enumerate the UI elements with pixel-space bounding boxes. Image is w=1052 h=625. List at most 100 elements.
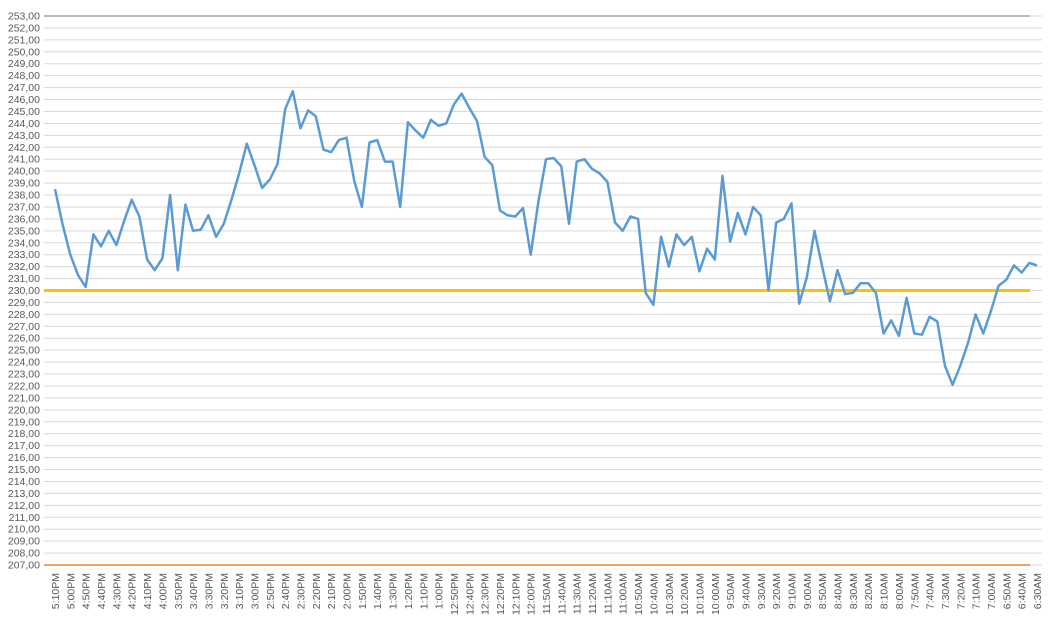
x-tick-label: 11:10AM [602, 573, 614, 614]
x-tick-label: 5:00PM [65, 573, 77, 609]
x-tick-label: 2:40PM [280, 573, 292, 609]
y-tick-label: 214,00 [8, 476, 40, 488]
x-tick-label: 12:00PM [526, 573, 538, 615]
x-tick-label: 10:50AM [633, 573, 645, 615]
x-tick-label: 4:30PM [111, 573, 123, 609]
y-tick-label: 223,00 [8, 369, 40, 381]
x-tick-label: 1:00PM [434, 573, 446, 609]
x-tick-label: 12:30PM [480, 573, 492, 615]
y-tick-label: 225,00 [8, 345, 40, 357]
y-tick-label: 216,00 [8, 452, 40, 464]
x-tick-label: 8:10AM [879, 573, 891, 609]
x-tick-label: 8:40AM [833, 573, 845, 609]
x-tick-label: 6:30AM [1032, 573, 1044, 609]
x-tick-label: 3:10PM [234, 573, 246, 609]
x-tick-label: 8:50AM [817, 573, 829, 609]
x-tick-label: 5:10PM [50, 573, 62, 609]
y-tick-label: 209,00 [8, 536, 40, 548]
x-tick-label: 10:30AM [664, 573, 676, 615]
y-tick-label: 224,00 [8, 357, 40, 369]
y-tick-label: 215,00 [8, 464, 40, 476]
x-tick-label: 2:20PM [311, 573, 323, 609]
x-tick-label: 4:10PM [142, 573, 154, 609]
y-tick-label: 231,00 [8, 273, 40, 285]
x-tick-label: 9:50AM [725, 573, 737, 609]
y-tick-label: 252,00 [8, 22, 40, 34]
x-tick-label: 7:50AM [909, 573, 921, 609]
y-tick-label: 219,00 [8, 416, 40, 428]
y-tick-label: 240,00 [8, 166, 40, 178]
x-tick-label: 4:20PM [127, 573, 139, 609]
x-tick-label: 12:40PM [464, 573, 476, 615]
y-tick-label: 247,00 [8, 82, 40, 94]
x-tick-label: 1:30PM [388, 573, 400, 609]
y-tick-label: 208,00 [8, 548, 40, 560]
x-tick-label: 2:30PM [296, 573, 308, 609]
x-tick-label: 9:20AM [771, 573, 783, 609]
x-tick-label: 8:30AM [848, 573, 860, 609]
y-tick-label: 217,00 [8, 440, 40, 452]
x-tick-label: 9:40AM [740, 573, 752, 609]
x-tick-label: 3:20PM [219, 573, 231, 609]
x-tick-label: 1:50PM [357, 573, 369, 609]
x-tick-label: 1:20PM [403, 573, 415, 609]
x-tick-label: 11:20AM [587, 573, 599, 614]
y-tick-label: 237,00 [8, 201, 40, 213]
x-tick-label: 10:20AM [679, 573, 691, 615]
y-tick-label: 213,00 [8, 488, 40, 500]
y-tick-label: 246,00 [8, 94, 40, 106]
x-tick-label: 10:10AM [694, 573, 706, 615]
y-tick-label: 229,00 [8, 297, 40, 309]
x-tick-label: 11:30AM [572, 573, 584, 614]
data-line [53, 89, 1038, 387]
x-tick-label: 4:50PM [81, 573, 93, 609]
x-tick-label: 11:00AM [618, 573, 630, 614]
y-tick-label: 253,00 [8, 11, 40, 23]
x-tick-label: 3:40PM [188, 573, 200, 609]
y-tick-label: 248,00 [8, 70, 40, 82]
y-tick-label: 244,00 [8, 118, 40, 130]
y-tick-label: 234,00 [8, 237, 40, 249]
y-tick-label: 220,00 [8, 404, 40, 416]
x-tick-label: 1:40PM [372, 573, 384, 609]
x-tick-label: 7:00AM [986, 573, 998, 609]
x-tick-label: 11:40AM [556, 573, 568, 614]
y-tick-label: 238,00 [8, 190, 40, 202]
x-tick-label: 7:30AM [940, 573, 952, 609]
y-tick-label: 227,00 [8, 321, 40, 333]
y-tick-label: 239,00 [8, 178, 40, 190]
y-tick-label: 207,00 [8, 560, 40, 572]
x-tick-label: 8:00AM [894, 573, 906, 609]
x-tick-label: 11:50AM [541, 573, 553, 614]
y-tick-label: 241,00 [8, 154, 40, 166]
x-tick-label: 4:00PM [157, 573, 169, 609]
y-tick-label: 212,00 [8, 500, 40, 512]
x-tick-label: 3:50PM [173, 573, 185, 609]
x-tick-label: 10:40AM [648, 573, 660, 615]
x-tick-label: 7:20AM [955, 573, 967, 609]
x-tick-label: 3:30PM [203, 573, 215, 609]
y-tick-label: 233,00 [8, 249, 40, 261]
x-tick-label: 6:50AM [1001, 573, 1013, 609]
x-tick-label: 2:50PM [265, 573, 277, 609]
x-tick-label: 7:10AM [971, 573, 983, 609]
y-tick-label: 226,00 [8, 333, 40, 345]
x-tick-label: 7:40AM [925, 573, 937, 609]
x-tick-label: 3:00PM [249, 573, 261, 609]
y-tick-label: 221,00 [8, 392, 40, 404]
x-tick-label: 9:00AM [802, 573, 814, 609]
y-tick-label: 250,00 [8, 46, 40, 58]
y-tick-label: 222,00 [8, 380, 40, 392]
x-tick-label: 2:00PM [342, 573, 354, 609]
x-tick-label: 12:20PM [495, 573, 507, 615]
y-tick-label: 249,00 [8, 58, 40, 70]
y-tick-label: 210,00 [8, 524, 40, 536]
y-tick-label: 211,00 [9, 512, 40, 524]
y-tick-label: 242,00 [8, 142, 40, 154]
y-tick-label: 228,00 [8, 309, 40, 321]
y-tick-label: 251,00 [8, 34, 40, 46]
x-tick-label: 1:10PM [418, 573, 430, 609]
y-tick-label: 230,00 [8, 285, 40, 297]
